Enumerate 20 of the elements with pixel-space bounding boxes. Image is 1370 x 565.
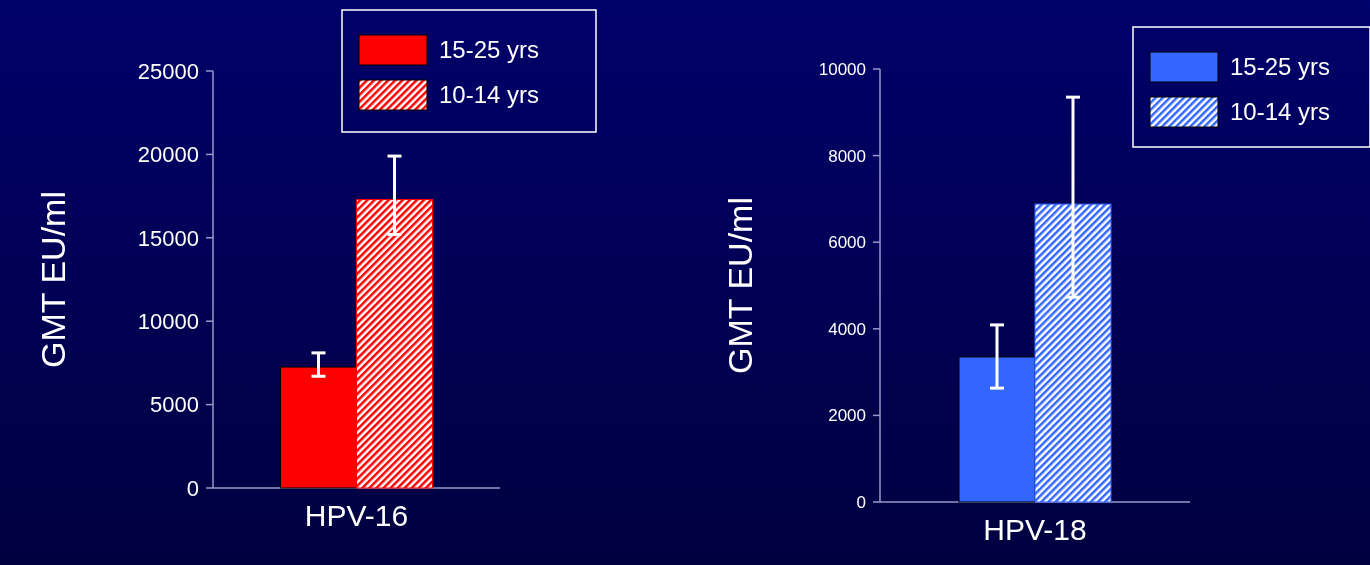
y-tick-label: 0 xyxy=(856,492,866,512)
y-tick-label: 5000 xyxy=(150,392,199,418)
y-tick-label: 20000 xyxy=(137,142,199,168)
legend-label: 10-14 yrs xyxy=(1230,98,1331,126)
legend-label: 15-25 yrs xyxy=(1230,53,1331,81)
y-tick-label: 10000 xyxy=(137,308,199,334)
y-tick-label: 2000 xyxy=(828,406,866,426)
y-tick-label: 4000 xyxy=(828,319,866,339)
x-tick-label: HPV-16 xyxy=(304,499,409,532)
y-tick-label: 0 xyxy=(186,475,199,501)
y-axis-title: GMT EU/ml xyxy=(33,191,72,368)
legend-label: 10-14 yrs xyxy=(439,81,540,109)
y-tick-label: 6000 xyxy=(828,233,866,253)
y-tick-label: 8000 xyxy=(828,146,866,166)
y-tick-label: 25000 xyxy=(137,58,199,84)
y-tick-label: 15000 xyxy=(137,225,199,251)
x-tick-label: HPV-18 xyxy=(983,513,1087,546)
y-tick-label: 10000 xyxy=(818,59,866,79)
legend-label: 15-25 yrs xyxy=(439,36,540,64)
y-axis-title: GMT EU/ml xyxy=(720,197,759,374)
